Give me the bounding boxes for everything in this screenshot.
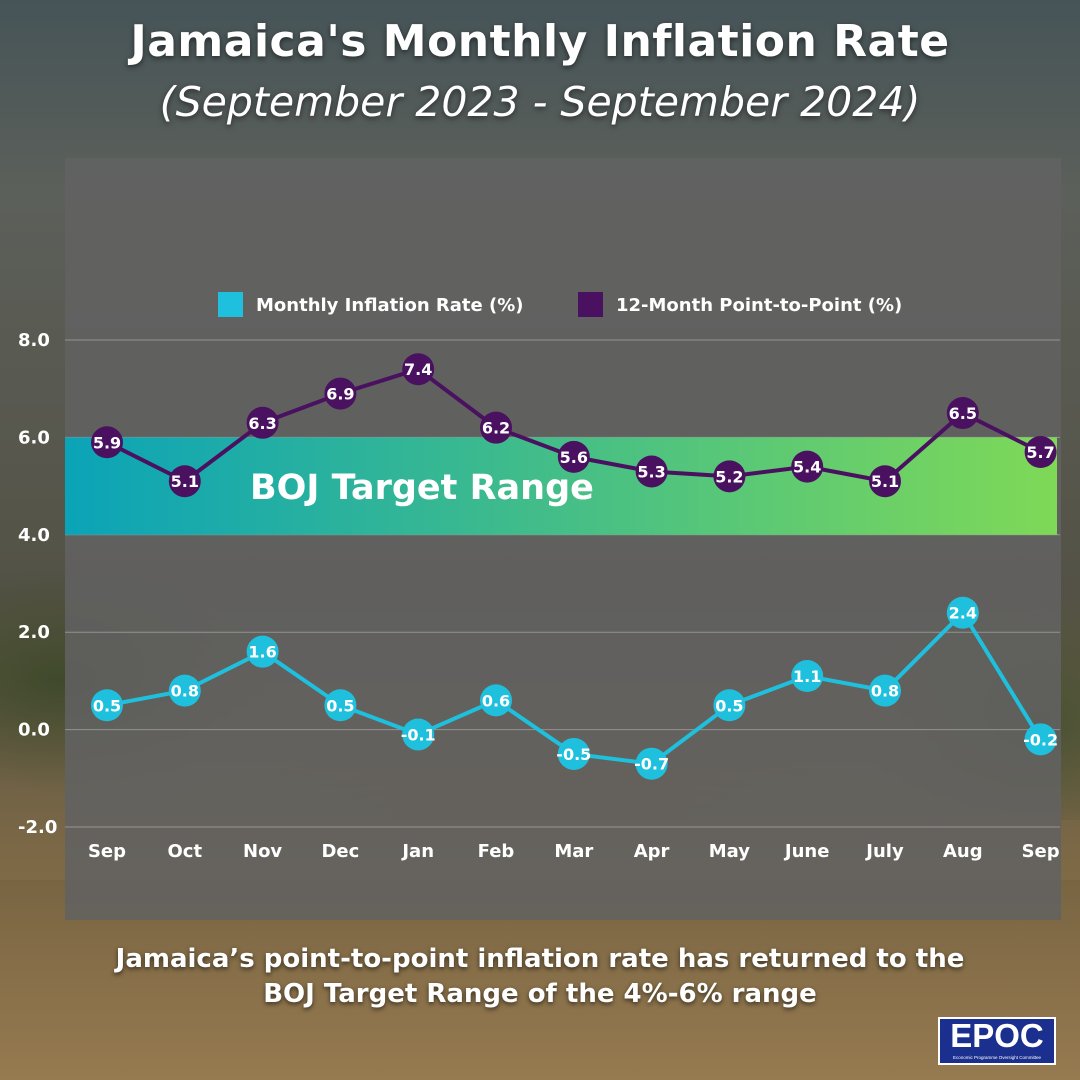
data-label-monthly: 0.5 (326, 696, 354, 715)
legend-label-monthly: Monthly Inflation Rate (%) (256, 295, 523, 316)
data-label-point-to-point: 5.6 (560, 448, 588, 467)
page-subtitle: (September 2023 - September 2024) (159, 78, 921, 126)
x-tick-label: Aug (943, 841, 983, 862)
x-tick-label: Mar (554, 841, 593, 862)
logo-subtext: Economic Programme Oversight Committee (952, 1055, 1042, 1060)
data-point-monthly (246, 635, 279, 668)
data-point-monthly (557, 737, 590, 770)
data-label-monthly: 0.8 (871, 682, 899, 701)
data-label-point-to-point: 5.4 (793, 458, 821, 477)
data-label-monthly: 0.5 (93, 696, 121, 715)
data-point-monthly (324, 689, 357, 722)
data-label-point-to-point: 5.1 (171, 472, 199, 491)
data-label-point-to-point: 5.7 (1026, 443, 1054, 462)
data-label-monthly: -0.1 (401, 725, 436, 744)
data-point-point-to-point (402, 353, 435, 386)
y-tick-label: 2.0 (18, 622, 50, 643)
x-tick-label: Nov (243, 841, 282, 862)
y-tick-label: -2.0 (18, 817, 57, 838)
data-point-point-to-point (713, 460, 746, 493)
data-point-point-to-point (869, 465, 901, 498)
x-tick-label: Feb (478, 841, 515, 862)
data-label-point-to-point: 6.3 (248, 414, 276, 433)
x-tick-label: Dec (321, 841, 359, 862)
data-label-monthly: 2.4 (949, 604, 977, 623)
data-point-monthly (635, 747, 668, 780)
logo-text: EPOC (950, 1017, 1044, 1054)
x-tick-label: May (709, 841, 751, 862)
data-label-point-to-point: 5.3 (637, 462, 665, 481)
epoc-logo: EPOC Economic Programme Oversight Commit… (938, 1017, 1056, 1065)
data-point-point-to-point (91, 426, 123, 459)
y-tick-label: 4.0 (18, 525, 50, 546)
data-label-point-to-point: 5.1 (871, 472, 899, 491)
data-label-point-to-point: 6.9 (326, 385, 354, 404)
data-label-monthly: 1.1 (793, 667, 821, 686)
data-label-monthly: 1.6 (248, 643, 276, 662)
data-point-monthly (480, 684, 512, 717)
data-point-point-to-point (168, 465, 201, 498)
legend-swatch-monthly (218, 292, 243, 317)
data-point-monthly (91, 689, 123, 722)
data-point-point-to-point (480, 411, 512, 444)
data-point-point-to-point (246, 406, 279, 439)
data-point-point-to-point (791, 450, 824, 483)
data-label-monthly: 0.8 (171, 682, 199, 701)
data-label-monthly: 0.6 (482, 691, 510, 710)
chart-caption: Jamaica’s point-to-point inflation rate … (40, 942, 1040, 1012)
legend-swatch-point-to-point (578, 292, 603, 317)
data-point-point-to-point (635, 455, 668, 488)
x-tick-label: June (783, 841, 830, 862)
caption-line-1: Jamaica’s point-to-point inflation rate … (115, 944, 965, 974)
data-point-monthly (946, 596, 979, 629)
data-point-monthly (1024, 723, 1057, 756)
data-point-point-to-point (1024, 436, 1057, 469)
boj-target-label: BOJ Target Range (250, 468, 594, 508)
data-point-point-to-point (946, 397, 979, 430)
data-label-monthly: -0.5 (556, 745, 591, 764)
data-label-point-to-point: 6.5 (949, 404, 977, 423)
page-title: Jamaica's Monthly Inflation Rate (130, 16, 950, 67)
data-label-point-to-point: 5.9 (93, 433, 121, 452)
data-point-monthly (713, 689, 746, 722)
data-label-monthly: -0.7 (634, 755, 669, 774)
data-label-point-to-point: 5.2 (715, 467, 743, 486)
x-tick-label: Apr (634, 841, 670, 862)
x-tick-label: July (864, 841, 904, 862)
legend-label-point-to-point: 12-Month Point-to-Point (%) (616, 295, 902, 316)
data-point-monthly (402, 718, 435, 751)
data-point-point-to-point (324, 377, 357, 410)
data-label-monthly: -0.2 (1023, 730, 1058, 749)
caption-line-2: BOJ Target Range of the 4%-6% range (263, 979, 817, 1009)
chart-panel (65, 158, 1061, 920)
data-point-point-to-point (557, 440, 590, 473)
y-tick-label: 0.0 (18, 720, 50, 741)
data-label-point-to-point: 7.4 (404, 360, 432, 379)
x-tick-label: Sep (88, 841, 126, 862)
y-tick-label: 6.0 (18, 427, 50, 448)
y-tick-label: 8.0 (18, 330, 50, 351)
x-tick-label: Sep (1022, 841, 1060, 862)
data-point-monthly (168, 674, 201, 707)
data-point-monthly (791, 660, 824, 693)
data-point-monthly (869, 674, 901, 707)
data-label-monthly: 0.5 (715, 696, 743, 715)
x-tick-label: Oct (168, 841, 203, 862)
data-label-point-to-point: 6.2 (482, 419, 510, 438)
x-tick-label: Jan (400, 841, 434, 862)
